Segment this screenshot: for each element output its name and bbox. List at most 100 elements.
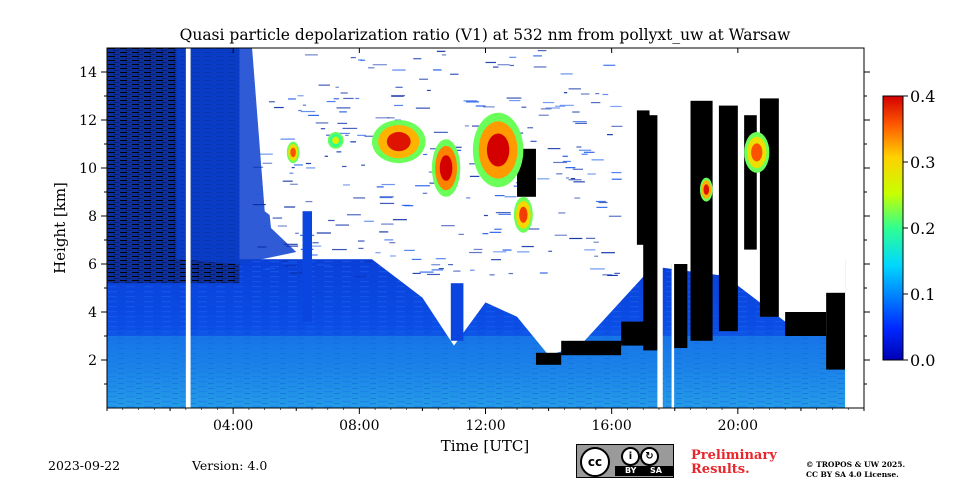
noise-streak: [565, 167, 576, 169]
noise-streak: [559, 104, 574, 106]
noise-streak: [293, 164, 303, 166]
colorbar-gradient: [882, 95, 904, 361]
preliminary-line-1: Preliminary: [691, 448, 777, 463]
noise-streak: [415, 107, 430, 109]
noise-streak: [372, 64, 387, 66]
noise-streak: [527, 127, 534, 129]
noise-streak: [521, 245, 534, 248]
noise-streak: [614, 272, 621, 274]
noise-streak: [504, 196, 517, 198]
cloud-feature: [744, 132, 770, 173]
noise-streak: [391, 95, 404, 97]
noise-streak: [448, 264, 453, 266]
noise-streak: [573, 181, 585, 183]
noise-streak: [509, 64, 514, 67]
noise-streak: [489, 231, 502, 233]
water-cloud: [671, 264, 688, 348]
noise-streak: [498, 213, 512, 215]
noise-streak: [392, 69, 406, 71]
noise-streak: [350, 141, 357, 143]
noise-streak: [429, 148, 436, 150]
noise-streak: [381, 223, 394, 225]
noise-streak: [441, 54, 447, 56]
noise-streak: [387, 117, 395, 119]
noise-streak: [342, 165, 347, 168]
x-axis: 04:00 08:00 12:00 16:00 20:00: [106, 48, 865, 434]
noise-streak: [252, 204, 266, 206]
noise-streak: [558, 212, 566, 214]
noise-streak: [517, 251, 530, 253]
noise-streak: [538, 114, 549, 116]
noise-streak: [483, 214, 488, 217]
noise-streak: [415, 185, 430, 187]
noise-streak: [521, 106, 527, 108]
noise-streak: [364, 220, 374, 222]
y-tick-label: 10: [79, 161, 97, 177]
noise-streak: [263, 225, 267, 227]
noise-streak: [353, 197, 366, 199]
noise-streak: [375, 252, 381, 254]
version-label: Version: 4.0: [192, 458, 268, 473]
noise-streak: [555, 105, 566, 107]
noise-streak: [391, 94, 406, 97]
share-alike-icon: ↻: [640, 447, 659, 466]
cloud-feature: [513, 196, 533, 233]
x-tick-label: 08:00: [339, 418, 379, 434]
cloud-feature: [431, 139, 461, 197]
noise-streak: [469, 251, 482, 254]
noise-streak: [473, 248, 483, 251]
y-tick-label: 12: [79, 113, 97, 129]
noise-streak: [375, 117, 390, 119]
cloud-core: [751, 143, 763, 162]
noise-streak: [611, 171, 622, 174]
aerosol-column: [302, 211, 313, 322]
noise-streak: [489, 274, 495, 276]
noise-streak: [335, 86, 339, 88]
cloud-features: [185, 48, 864, 408]
noise-streak: [423, 153, 428, 156]
noise-streak: [578, 149, 592, 151]
noise-streak: [419, 78, 429, 80]
noise-streak: [433, 69, 442, 71]
noise-streak: [554, 234, 568, 236]
preliminary-notice: Preliminary Results.: [691, 449, 777, 477]
preliminary-line-2: Results.: [691, 462, 750, 477]
noise-streak: [574, 197, 581, 199]
noise-streak: [553, 161, 567, 164]
noise-streak: [438, 267, 444, 270]
noise-streak: [326, 100, 336, 103]
aerosol-columns: [302, 211, 464, 341]
noise-streak: [404, 205, 414, 207]
noise-streak: [497, 64, 510, 66]
noise-streak: [262, 162, 273, 164]
noise-streak: [495, 211, 511, 214]
noise-streak: [491, 259, 502, 261]
noise-streak: [358, 247, 364, 250]
noise-streak: [283, 243, 298, 245]
cloud-core: [519, 206, 528, 223]
cloud-feature: [286, 141, 300, 164]
noise-streak: [509, 99, 521, 102]
noise-streak: [336, 151, 342, 153]
noise-streak: [539, 272, 548, 274]
noise-streak: [611, 125, 623, 127]
noise-streak: [411, 258, 422, 260]
noise-streak: [545, 107, 561, 109]
noise-streak: [318, 84, 330, 86]
noise-streak: [583, 151, 595, 153]
noise-streak: [508, 272, 514, 275]
noise-streak: [556, 173, 563, 175]
noise-streak: [431, 269, 444, 271]
copyright-notice: © TROPOS & UW 2025. CC BY SA 4.0 License…: [806, 460, 905, 480]
noise-streak: [304, 54, 318, 56]
x-tick-label: 12:00: [465, 418, 505, 434]
noise-streak: [358, 59, 363, 61]
copyright-line-2: CC BY SA 4.0 License.: [806, 470, 899, 479]
noise-streak: [458, 233, 464, 235]
noise-streak: [450, 73, 459, 75]
noise-streak: [379, 196, 394, 198]
noise-streak: [591, 159, 604, 161]
noise-streak: [253, 166, 264, 168]
noise-streak: [426, 89, 431, 92]
noise-streak: [494, 194, 505, 197]
